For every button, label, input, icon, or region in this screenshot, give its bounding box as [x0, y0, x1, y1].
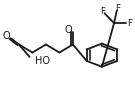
- Text: F: F: [100, 7, 105, 16]
- Text: HO: HO: [35, 56, 50, 66]
- Text: F: F: [127, 19, 132, 28]
- Text: O: O: [64, 25, 72, 35]
- Text: F: F: [115, 4, 120, 13]
- Text: O: O: [3, 32, 10, 41]
